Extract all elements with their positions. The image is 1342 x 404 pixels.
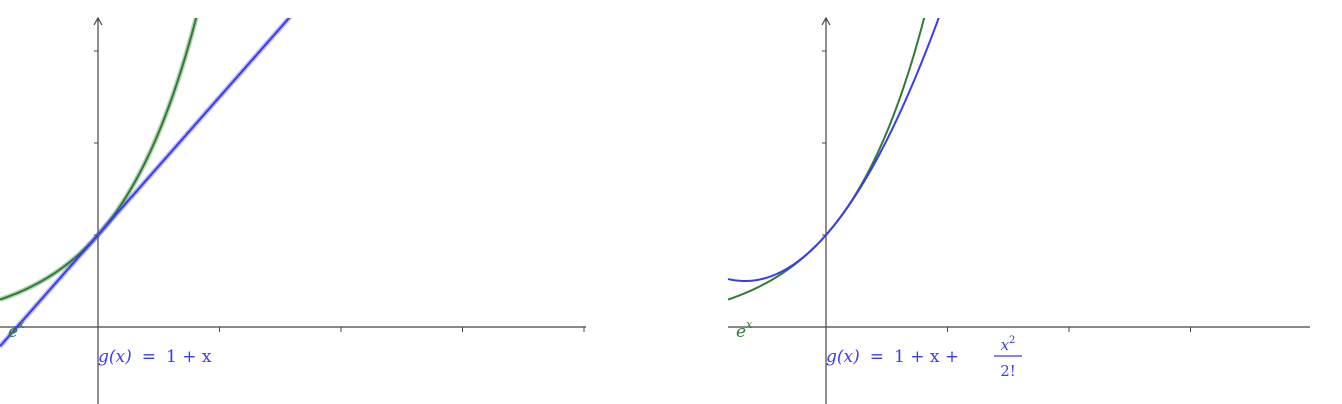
taylor-label: g(x) = 1 + x	[98, 347, 212, 367]
fraction-numerator: x2	[1001, 335, 1016, 354]
fraction-denominator: 2!	[1000, 362, 1016, 380]
taylor-label: g(x) = 1 + x +	[826, 347, 959, 367]
series-line-taylor2	[728, 18, 940, 283]
exp-label: ex	[736, 318, 753, 342]
series-halo-taylor1	[0, 18, 293, 348]
series-line-exp	[728, 18, 926, 301]
exp-label: ex	[8, 318, 25, 342]
y-axis-arrow	[821, 16, 831, 26]
chart-left: ex g(x) = 1 + x	[0, 16, 586, 404]
y-axis-arrow	[93, 16, 103, 26]
series-line-taylor1	[0, 18, 291, 347]
series-halo-exp	[0, 18, 199, 302]
chart-right: ex g(x) = 1 + x + x2 2!	[728, 16, 1310, 404]
series-line-exp	[0, 18, 198, 301]
chart-panel-left: ex g(x) = 1 + x	[0, 0, 590, 404]
chart-panel-right: ex g(x) = 1 + x + x2 2!	[728, 0, 1342, 404]
